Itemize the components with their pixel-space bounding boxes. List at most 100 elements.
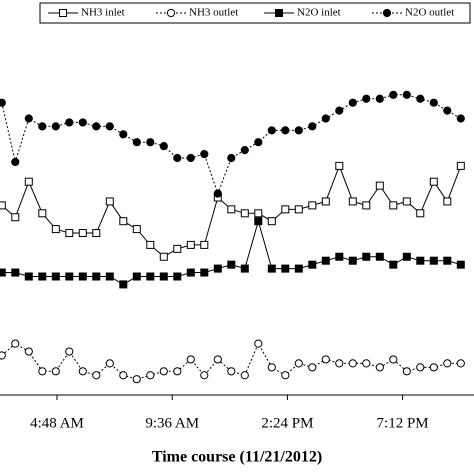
marker [200, 240, 209, 249]
marker [105, 197, 114, 206]
marker [78, 118, 87, 127]
marker [0, 201, 6, 210]
marker [335, 252, 344, 261]
marker [443, 359, 452, 368]
marker [24, 177, 33, 186]
x-tick-label: 7:12 PM [377, 415, 429, 431]
marker [389, 260, 398, 269]
marker [65, 347, 74, 356]
marker [65, 272, 74, 281]
marker [294, 359, 303, 368]
marker [227, 205, 236, 214]
marker [38, 272, 47, 281]
marker [389, 201, 398, 210]
marker [348, 359, 357, 368]
marker [456, 161, 465, 170]
marker [402, 90, 411, 99]
marker [308, 363, 317, 372]
marker [375, 363, 384, 372]
marker [254, 209, 263, 218]
marker [389, 90, 398, 99]
series-line [1, 342, 461, 380]
x-tick-label: 9:36 AM [145, 415, 199, 431]
marker [321, 114, 330, 123]
x-axis-title: Time course (11/21/2012) [152, 449, 322, 466]
marker [402, 252, 411, 261]
marker [213, 189, 222, 198]
marker [159, 272, 168, 281]
marker [24, 347, 33, 356]
marker [456, 359, 465, 368]
marker [213, 264, 222, 273]
marker [119, 217, 128, 226]
marker [375, 252, 384, 261]
marker [0, 98, 6, 107]
marker [200, 149, 209, 159]
marker [375, 181, 384, 190]
marker [240, 264, 249, 273]
marker [105, 122, 114, 131]
marker [92, 122, 101, 131]
legend-marker [59, 9, 67, 17]
marker [0, 351, 6, 360]
x-tick-label: 4:48 AM [30, 415, 84, 431]
marker [200, 371, 209, 380]
marker [348, 98, 357, 107]
marker [105, 359, 114, 368]
marker [348, 256, 357, 265]
marker [92, 371, 101, 380]
legend-label: NH3 inlet [81, 7, 125, 19]
marker [362, 359, 371, 368]
marker [186, 240, 195, 249]
marker [254, 217, 263, 226]
marker [416, 256, 425, 265]
marker [227, 153, 236, 163]
marker [0, 268, 6, 277]
marker [429, 256, 438, 265]
legend-label: NH3 outlet [189, 7, 238, 19]
marker [375, 94, 384, 103]
marker [78, 272, 87, 281]
marker [362, 94, 371, 103]
marker [308, 122, 317, 131]
marker [362, 252, 371, 261]
marker [159, 142, 168, 151]
marker [51, 367, 60, 376]
marker [173, 244, 182, 253]
marker [335, 359, 344, 368]
marker [65, 229, 74, 238]
marker [308, 260, 317, 269]
series-line [1, 94, 462, 196]
marker [294, 264, 303, 273]
marker [308, 201, 317, 210]
marker [65, 118, 74, 127]
marker [227, 260, 236, 269]
marker [294, 126, 303, 135]
marker [105, 272, 114, 281]
marker [11, 268, 20, 277]
marker [281, 205, 290, 214]
marker [186, 268, 195, 277]
legend-label: N2O outlet [405, 7, 454, 19]
marker [294, 205, 303, 214]
marker [348, 197, 357, 206]
marker [24, 272, 33, 281]
marker [335, 106, 344, 115]
marker [173, 367, 182, 376]
marker [159, 252, 168, 261]
marker [227, 367, 236, 376]
marker [240, 146, 249, 155]
marker [443, 197, 452, 206]
marker [443, 256, 452, 265]
marker [402, 197, 411, 206]
marker [240, 371, 249, 380]
marker [38, 122, 47, 131]
marker [254, 138, 263, 147]
marker [362, 201, 371, 210]
legend-marker [166, 8, 176, 18]
marker [416, 363, 425, 372]
x-tick-label: 2:24 PM [261, 415, 313, 431]
marker [267, 217, 276, 226]
marker [173, 272, 182, 281]
marker [402, 367, 411, 376]
